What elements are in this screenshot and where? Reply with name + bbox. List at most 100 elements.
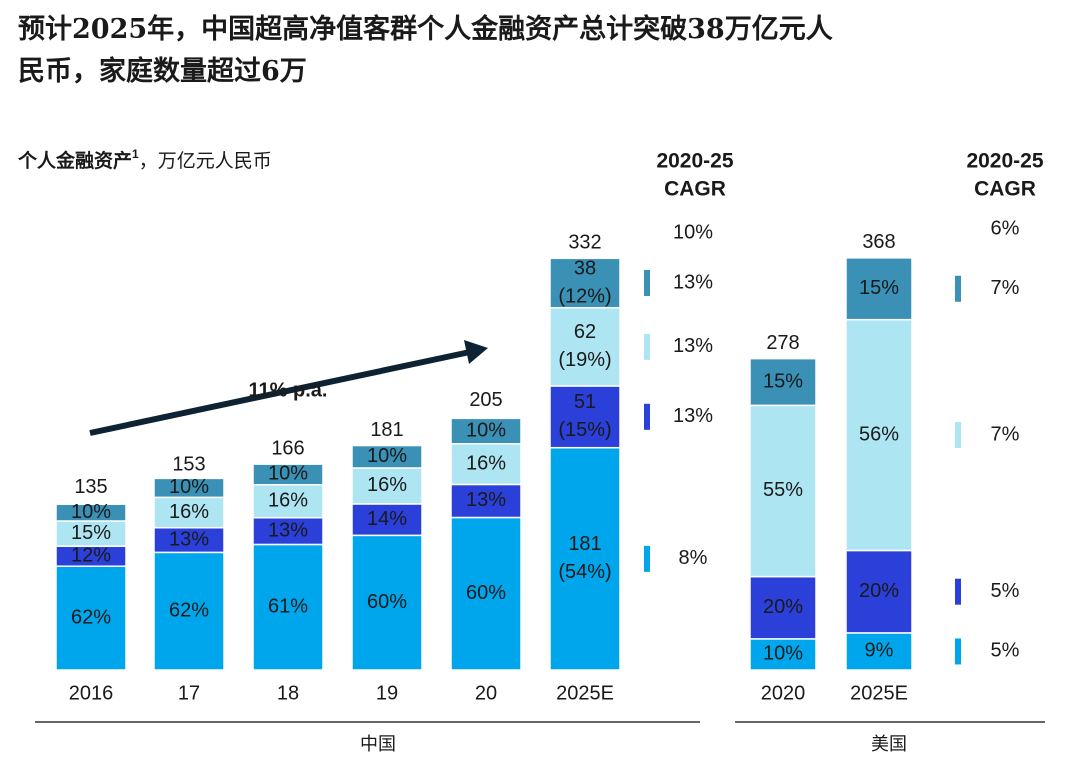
series-cagr: 13% — [673, 405, 713, 427]
x-tick-label: 17 — [178, 682, 200, 704]
segment-label: 56% — [859, 423, 899, 445]
series-cagr: 7% — [991, 277, 1020, 299]
bar-segment — [450, 483, 522, 519]
segment-label: 10% — [169, 476, 209, 498]
segment-label: 10% — [466, 419, 506, 441]
segment-label: 20% — [859, 580, 899, 602]
axis-label-text: 个人金融资产 — [17, 149, 132, 172]
bar-segment — [549, 306, 621, 387]
x-tick-label: 2020 — [761, 682, 806, 704]
segment-amount: 51 — [574, 391, 596, 413]
segment-label: (15%) — [558, 419, 611, 441]
axis-label: 个人金融资产1，万亿元人民币 — [17, 147, 272, 172]
segment-label: 20% — [763, 596, 803, 618]
segment-label: (54%) — [558, 561, 611, 583]
segment-label: 62% — [71, 606, 111, 628]
bar-segment — [549, 446, 621, 671]
segment-label: 16% — [367, 474, 407, 496]
bar-segment — [450, 516, 522, 671]
segment-label: (12%) — [558, 285, 611, 307]
bar-segment — [153, 477, 225, 499]
bar-segment — [549, 257, 621, 309]
series-cagr: 13% — [673, 335, 713, 357]
segment-amount: 62 — [574, 321, 596, 343]
cagr-marker — [644, 403, 650, 430]
cagr-header: 2020-25 — [656, 150, 733, 173]
annotation: 11% p.a. — [249, 379, 328, 401]
bar-segment — [351, 534, 423, 671]
segment-label: 10% — [367, 445, 407, 467]
series-cagr: 13% — [673, 271, 713, 293]
x-tick-label: 2025E — [850, 682, 908, 704]
cagr-marker — [644, 270, 650, 297]
x-tick-label: 2016 — [69, 682, 114, 704]
bar-segment — [153, 551, 225, 671]
total-cagr: 10% — [673, 221, 713, 243]
segment-label: 9% — [865, 640, 894, 662]
total-label: 205 — [469, 389, 502, 411]
cagr-header: CAGR — [664, 178, 726, 201]
segment-label: 15% — [859, 277, 899, 299]
segment-label: 10% — [763, 643, 803, 665]
x-tick-label: 19 — [376, 682, 398, 704]
bar-segment — [749, 638, 817, 671]
total-label: 368 — [862, 231, 895, 253]
segment-label: 15% — [71, 522, 111, 544]
bar-segment — [351, 467, 423, 505]
segment-label: 55% — [763, 479, 803, 501]
segment-label: 62% — [169, 599, 209, 621]
series-cagr: 7% — [991, 423, 1020, 445]
segment-label: 13% — [268, 519, 308, 541]
footnote-mark: 1 — [132, 147, 139, 161]
segment-label: (19%) — [558, 349, 611, 371]
cagr-marker — [644, 333, 650, 360]
group-label: 美国 — [871, 734, 907, 755]
x-tick-label: 2025E — [556, 682, 614, 704]
segment-label: 15% — [763, 370, 803, 392]
total-label: 278 — [766, 332, 799, 354]
total-label: 166 — [271, 437, 304, 459]
arrow-head — [464, 340, 488, 364]
bar-segment — [450, 417, 522, 445]
series-cagr: 8% — [679, 547, 708, 569]
axis-unit: ，万亿元人民币 — [139, 150, 272, 172]
series-cagr: 5% — [991, 580, 1020, 602]
bar-segment — [845, 549, 913, 634]
bar-segment — [450, 443, 522, 486]
segment-amount: 38 — [574, 257, 596, 279]
cagr-marker — [955, 275, 961, 302]
bar-segment — [845, 632, 913, 671]
bar-segment — [845, 318, 913, 552]
segment-label: 13% — [169, 528, 209, 550]
series-cagr: 5% — [991, 640, 1020, 662]
x-tick-label: 20 — [475, 682, 497, 704]
title: 民币，家庭数量超过6万 — [18, 55, 307, 87]
total-label: 135 — [74, 476, 107, 498]
total-cagr: 6% — [991, 217, 1020, 239]
segment-label: 14% — [367, 508, 407, 530]
bar-segment — [351, 444, 423, 469]
bar-segment — [749, 357, 817, 407]
x-tick-label: 18 — [277, 682, 299, 704]
total-label: 153 — [172, 454, 205, 476]
cagr-marker — [955, 638, 961, 665]
bar-segment — [549, 385, 621, 449]
segment-label: 10% — [268, 463, 308, 485]
segment-label: 16% — [466, 452, 506, 474]
title: 预计2025年，中国超高净值客群个人金融资产总计突破38万亿元人 — [18, 13, 833, 45]
segment-label: 60% — [466, 582, 506, 604]
segment-amount: 181 — [568, 533, 601, 555]
total-label: 181 — [370, 419, 403, 441]
segment-label: 10% — [71, 501, 111, 523]
segment-label: 16% — [268, 489, 308, 511]
segment-label: 13% — [466, 489, 506, 511]
bar-segment — [252, 516, 324, 546]
cagr-header: 2020-25 — [966, 150, 1043, 173]
total-label: 332 — [568, 232, 601, 254]
bar-segment — [252, 463, 324, 486]
segment-label: 60% — [367, 591, 407, 613]
segment-label: 61% — [268, 596, 308, 618]
bar-segment — [749, 575, 817, 640]
bar-segment — [845, 257, 913, 321]
